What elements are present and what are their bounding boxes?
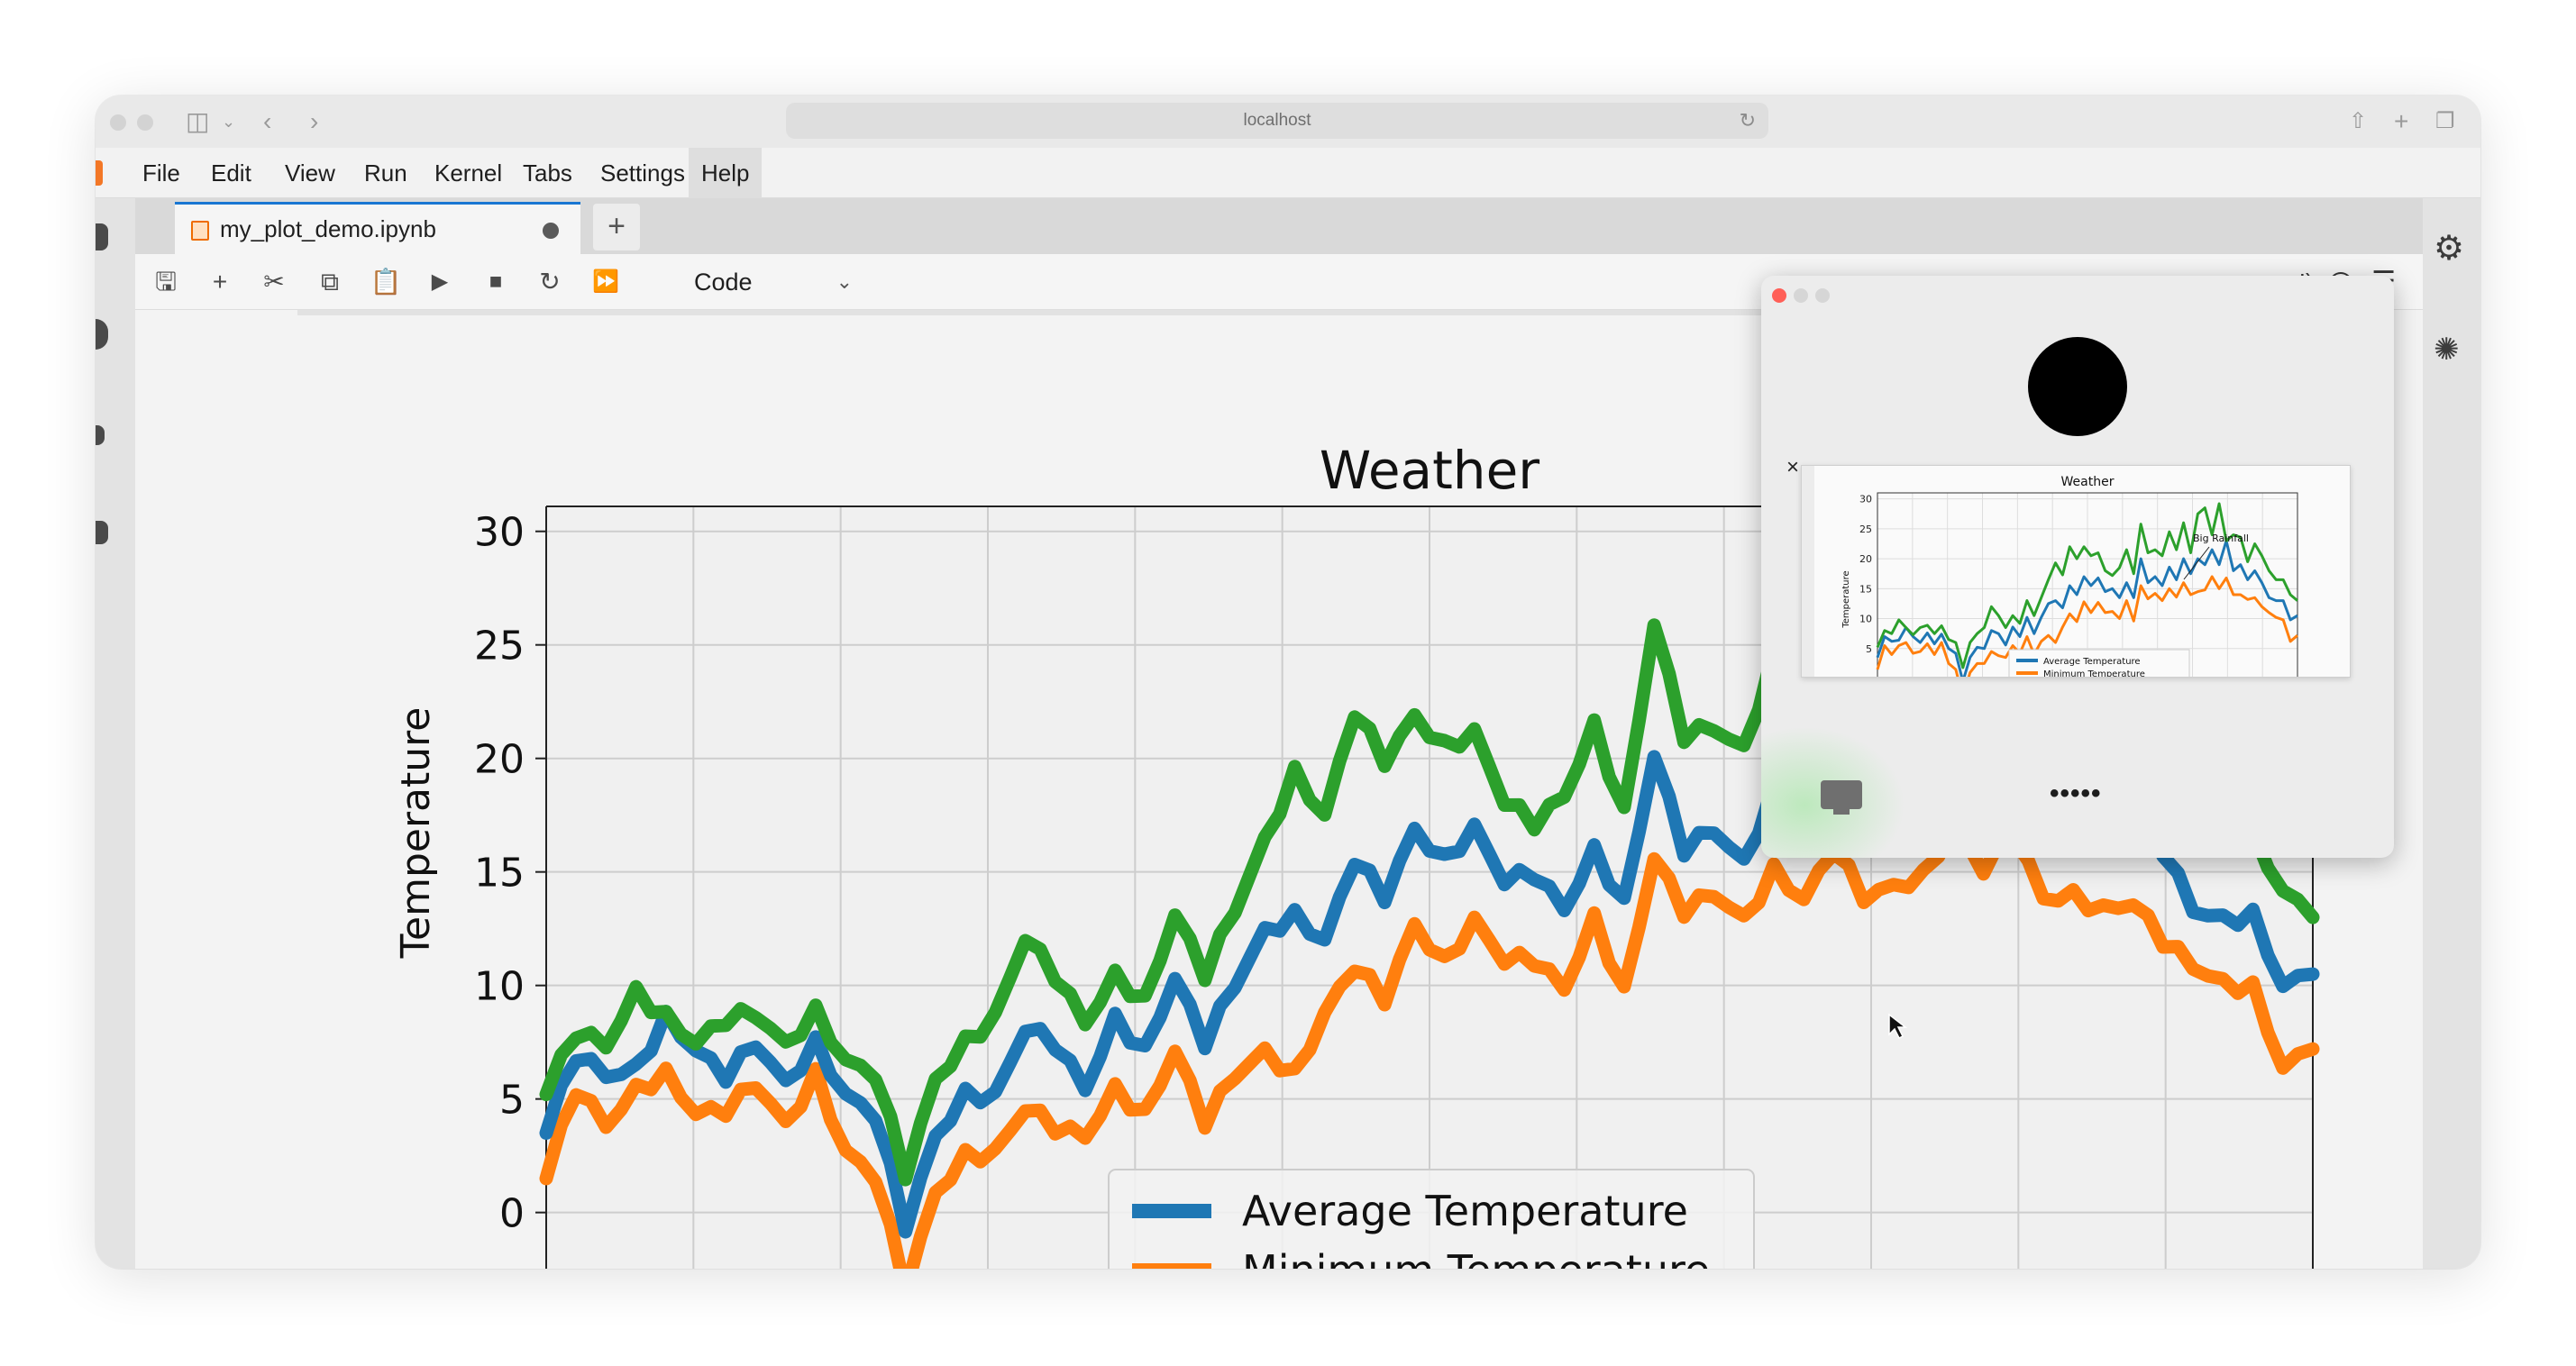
record-button[interactable] [2028,337,2127,436]
menu-view[interactable]: View [285,159,335,187]
extensions-icon[interactable] [96,521,108,544]
stop-icon[interactable]: ■ [489,269,503,294]
menu-file[interactable]: File [142,159,180,187]
window-minimize-button[interactable] [137,114,153,131]
menu-bar: File Edit View Run Kernel Tabs Settings … [96,148,2480,198]
debugger-icon[interactable]: ✺ [2434,332,2460,367]
thumb-y-tick-label: 30 [1859,494,1872,505]
thumb-legend-label: Minimum Temperature [2043,669,2145,678]
thumb-y-label: Temperature [1841,570,1851,628]
address-text: localhost [1243,111,1311,130]
table-of-contents-icon[interactable] [96,425,105,445]
browser-window: ◫ ⌄ ‹ › localhost ↻ ⇧ + ❐ File Edit View… [96,96,2480,1269]
file-browser-icon[interactable] [96,223,108,250]
chart-title: Weather [1320,440,1539,501]
save-icon[interactable]: 🖫 [155,268,177,296]
menu-kernel[interactable]: Kernel [434,159,503,187]
mouse-cursor-icon [1888,1013,1908,1040]
thumb-series-line [1876,539,2298,677]
tab-overview-icon[interactable]: ❐ [2435,109,2455,133]
tab-filename: my_plot_demo.ipynb [220,215,436,242]
legend-label: Average Temperature [1242,1187,1688,1235]
run-all-icon[interactable]: ⏩ [592,269,619,294]
run-icon[interactable]: ▶ [431,269,449,294]
left-sidebar [96,198,135,1269]
window-close-button[interactable] [110,114,126,131]
cut-icon[interactable]: ✂ [263,268,285,296]
back-icon[interactable]: ‹ [263,107,272,135]
legend-box [1108,1169,1755,1269]
thumb-y-tick-label: 25 [1859,524,1872,535]
paste-icon[interactable]: 📋 [370,268,402,296]
thumbnail-chart: 5 10 15 20 25 30 Weather Temperature Big Rainfal… [1802,466,2350,678]
share-icon[interactable]: ⇧ [2349,109,2368,133]
reload-icon[interactable]: ↻ [1739,109,1756,132]
chevron-down-icon: ⌄ [836,270,853,293]
tab-my-plot-demo[interactable]: my_plot_demo.ipynb [175,202,580,254]
forward-icon[interactable]: › [310,107,319,135]
popup-zoom-button[interactable] [1815,288,1830,303]
thumb-series-line [1876,575,2298,677]
right-sidebar: ⚙ ✺ [2423,198,2480,1269]
unsaved-dot-icon[interactable] [543,223,559,239]
sidebar-toggle-icon[interactable]: ◫ [186,107,210,135]
menu-run[interactable]: Run [364,159,407,187]
thumb-legend-label: Average Temperature [2043,657,2141,667]
display-icon[interactable] [1821,780,1862,815]
thumb-sidebar [1802,466,1814,677]
sidebar-chevron-icon[interactable]: ⌄ [222,113,236,131]
thumb-y-tick-label: 5 [1866,643,1872,655]
y-tick-label: 10 [474,964,525,1010]
cell-divider [297,310,1812,315]
address-bar[interactable]: localhost ↻ [786,103,1768,139]
y-tick-label: 5 [499,1078,525,1124]
y-axis-label: Temperature [393,707,439,960]
y-tick-label: 25 [474,624,525,669]
popup-minimize-button[interactable] [1794,288,1808,303]
thumb-y-tick-label: 20 [1859,553,1872,565]
popup-close-button[interactable] [1772,288,1786,303]
notebook-tab-bar: my_plot_demo.ipynb + [135,198,2423,254]
legend-label: Minimum Temperature [1242,1246,1710,1269]
add-cell-icon[interactable]: + [212,268,228,296]
y-tick-label: 15 [474,851,525,897]
screenshot-popup: 5 10 15 20 25 30 Weather Temperature Big Rainfal… [1761,276,2394,858]
menu-help[interactable]: Help [689,148,763,198]
new-launcher-button[interactable]: + [593,204,640,250]
y-tick-label: 20 [474,737,525,783]
thumb-annotation-arrow [2183,546,2210,580]
menu-edit[interactable]: Edit [211,159,251,187]
screenshot-thumbnail[interactable]: 5 10 15 20 25 30 Weather Temperature Big Rainfal… [1801,465,2351,678]
thumb-y-tick-label: 10 [1859,614,1872,625]
new-tab-icon[interactable]: + [2394,107,2409,135]
thumb-series-line [1876,502,2298,669]
thumbnail-close-icon[interactable]: × [1786,455,1799,479]
property-inspector-icon[interactable]: ⚙ [2434,230,2465,268]
menu-tabs[interactable]: Tabs [523,159,572,187]
thumb-plot-frame [1877,492,2298,677]
y-tick-label: 0 [499,1191,525,1237]
thumb-y-tick-label: 15 [1859,583,1872,595]
running-sessions-icon[interactable] [96,319,108,350]
cell-type-select[interactable]: Code ⌄ [690,263,862,301]
thumb-title: Weather [2061,475,2115,489]
cell-type-value: Code [694,269,753,296]
thumb-legend-box [2008,649,2190,677]
notebook-icon [191,221,209,241]
browser-titlebar: ◫ ⌄ ‹ › localhost ↻ ⇧ + ❐ [96,96,2480,148]
menu-settings[interactable]: Settings [600,159,685,187]
thumb-annotation: Big Rainfall [2193,533,2249,544]
restart-icon[interactable]: ↻ [539,268,561,296]
copy-icon[interactable]: ⧉ [321,268,339,296]
y-tick-label: 30 [474,510,525,556]
more-options-icon[interactable]: ••••• [2050,779,2102,808]
jupyter-logo-icon [96,160,103,186]
